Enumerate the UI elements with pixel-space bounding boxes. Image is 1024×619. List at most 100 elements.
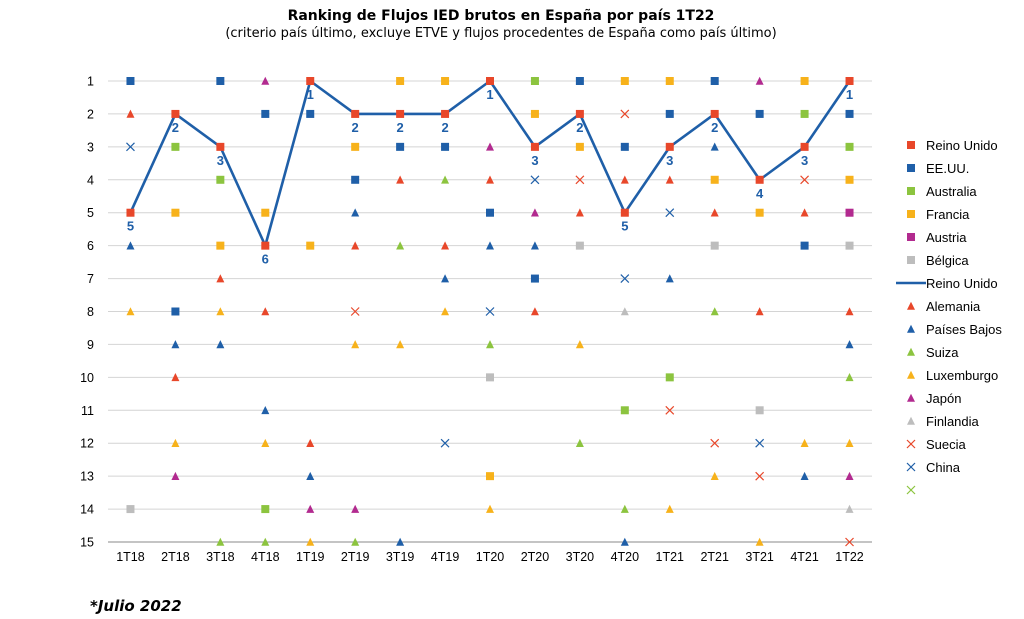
legend-label-luxemburgo-10: Luxemburgo [926, 368, 998, 383]
point-luxemburgo-10-2t19 [351, 340, 360, 349]
x-tick-label-1t21: 1T21 [656, 550, 685, 564]
point-francia-3-1t20 [486, 472, 494, 481]
point-paises-bajos-8-4t19 [441, 274, 450, 283]
point-reino-unido-0-3t20 [575, 109, 584, 118]
y-tick-label-13: 13 [80, 470, 94, 484]
legend-label-paises-bajos-8: Países Bajos [926, 322, 1002, 337]
point-china-14-4t20 [620, 274, 630, 283]
point-francia-3-2t20 [530, 109, 539, 118]
point-suiza-9-4t18 [261, 537, 270, 546]
data-label-4t18: 6 [262, 252, 269, 267]
point-luxemburgo-10-1t21 [665, 504, 674, 513]
point-alemania-7-3t19 [396, 175, 405, 184]
point-japon-11-4t18 [261, 76, 270, 85]
point-francia-3-1t22 [845, 175, 854, 184]
point-ee-uu-1-3t20 [575, 77, 584, 85]
point-reino-unido-0-1t19 [306, 77, 315, 85]
point-china-14-3t21 [755, 438, 765, 448]
x-tick-label-2t18: 2T18 [161, 550, 190, 564]
point-australia-2-1t22 [845, 142, 854, 151]
point-ee-uu-1-2t21 [710, 77, 719, 85]
point-luxemburgo-10-1t20 [486, 504, 494, 513]
point-japon-11-1t19 [306, 504, 315, 513]
point-australia-2-4t20 [620, 406, 629, 415]
point-reino-unido-0-1t22 [845, 77, 854, 85]
point-alemania-7-1t18 [126, 109, 135, 118]
data-label-1t21: 3 [666, 153, 673, 168]
point-paises-bajos-8-4t20 [620, 537, 629, 546]
point-china-14-1t21 [665, 208, 675, 218]
point-suiza-9-1t20 [486, 340, 494, 349]
point-luxemburgo-10-1t19 [306, 537, 315, 546]
point-suecia-13-2t21 [710, 438, 720, 448]
data-label-3t18: 3 [217, 153, 224, 168]
point-reino-unido-0-4t18 [261, 241, 270, 250]
point-alemania-7-1t19 [306, 438, 315, 448]
point-alemania-7-1t20 [486, 175, 494, 184]
point-ee-uu-1-4t18 [261, 109, 270, 118]
legend-marker-finlandia-12 [907, 416, 915, 425]
point-ee-uu-1-3t18 [216, 77, 225, 85]
point-luxemburgo-10-3t20 [575, 340, 584, 349]
point-francia-3-3t20 [575, 142, 584, 151]
point-paises-bajos-8-1t22 [845, 340, 854, 349]
y-tick-label-12: 12 [80, 437, 94, 451]
legend-marker-series-15 [906, 485, 916, 495]
point-suecia-13-4t21-stroke-b [800, 175, 810, 185]
data-label-3t20: 2 [576, 120, 583, 135]
y-tick-label-6: 6 [87, 239, 94, 253]
data-label-2t20: 3 [531, 153, 538, 168]
point-belgica-5-3t20 [575, 241, 584, 250]
point-suiza-9-3t20 [575, 438, 584, 448]
point-japon-11-1t20 [486, 142, 494, 151]
point-luxemburgo-10-3t21 [755, 537, 764, 546]
point-luxemburgo-10-4t19 [441, 307, 450, 316]
point-alemania-7-4t19 [441, 241, 450, 250]
data-label-2t21: 2 [711, 120, 718, 135]
y-tick-label-8: 8 [87, 305, 94, 319]
point-ee-uu-1-1t19 [306, 109, 315, 118]
point-china-14-1t20-stroke-b [485, 307, 495, 316]
legend-marker-australia-2 [907, 187, 915, 195]
x-tick-label-2t21: 2T21 [700, 550, 729, 564]
data-label-1t22: 1 [846, 87, 853, 102]
point-suecia-13-3t21-stroke-b [755, 471, 765, 481]
point-japon-11-2t18 [171, 471, 180, 480]
legend-marker-ee-uu-1 [907, 164, 915, 172]
point-belgica-5-1t22 [845, 241, 854, 250]
x-tick-label-4t20: 4T20 [611, 550, 640, 564]
legend-label-reino-unido-0: Reino Unido [926, 138, 998, 153]
point-belgica-5-1t18 [126, 505, 135, 514]
x-tick-label-3t20: 3T20 [566, 550, 595, 564]
point-francia-3-4t21 [800, 77, 809, 85]
x-tick-label-1t19: 1T19 [296, 550, 325, 564]
legend-label-suiza-9: Suiza [926, 345, 959, 360]
point-alemania-7-3t21 [755, 307, 764, 316]
legend-marker-belgica-5 [907, 256, 915, 264]
point-ee-uu-1-1t22 [845, 109, 854, 118]
point-reino-unido-0-2t19 [351, 109, 360, 118]
point-ee-uu-1-4t20 [620, 142, 629, 151]
data-label-2t19: 2 [352, 120, 359, 135]
point-suecia-13-3t20 [575, 175, 585, 185]
point-paises-bajos-8-1t20 [486, 241, 494, 250]
x-tick-label-2t19: 2T19 [341, 550, 370, 564]
data-label-4t19: 2 [441, 120, 448, 135]
point-suecia-13-2t21-stroke-b [710, 438, 720, 448]
point-suecia-13-2t19-stroke-b [350, 307, 360, 316]
point-suiza-9-3t19 [396, 241, 405, 250]
point-belgica-5-3t21 [755, 406, 764, 415]
point-alemania-7-2t21 [710, 208, 719, 217]
legend-label-ee-uu-1: EE.UU. [926, 161, 969, 176]
point-alemania-7-4t20 [620, 175, 629, 184]
point-australia-2-4t18 [261, 505, 270, 514]
point-china-14-3t21-stroke-b [755, 438, 765, 448]
y-tick-label-5: 5 [87, 206, 94, 220]
point-alemania-7-1t22 [845, 307, 854, 316]
point-francia-3-3t18 [216, 241, 225, 250]
point-paises-bajos-8-4t18 [261, 405, 270, 415]
point-japon-11-1t22 [845, 471, 854, 480]
point-suecia-13-3t21 [755, 471, 765, 481]
chart-title: Ranking de Flujos IED brutos en España p… [287, 8, 715, 24]
legend-marker-china-14 [906, 462, 916, 472]
